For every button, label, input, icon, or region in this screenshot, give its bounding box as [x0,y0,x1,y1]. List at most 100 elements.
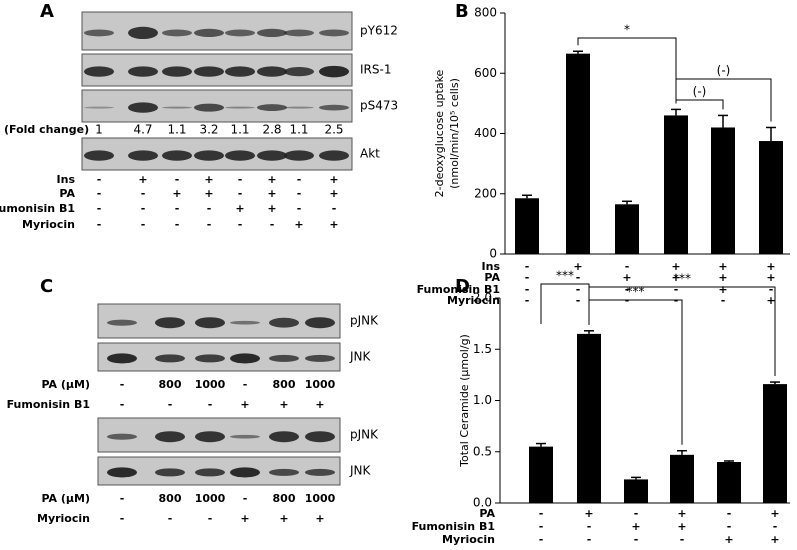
significance-bracket [675,99,724,110]
condition-sign: + [329,187,338,200]
condition-sign: + [766,294,775,307]
condition-sign: - [207,218,212,231]
significance-bracket [675,78,772,122]
condition-sign: - [525,294,530,307]
condition-sign: + [279,512,288,525]
band [194,150,224,161]
significance-bracket [588,286,776,377]
band [195,354,225,363]
condition-sign: - [634,507,639,520]
band [195,317,225,329]
condition-sign: - [238,173,243,186]
band [107,319,137,326]
condition-label: PA (μM) [42,378,91,391]
y-axis-label: (nmol/min/10⁵ cells) [448,78,461,189]
condition-label: Ins [57,173,76,186]
condition-sign: + [267,187,276,200]
blot-label: Akt [360,147,380,161]
significance-label: *** [673,272,691,286]
band [155,468,185,477]
y-tick-label: 2.0 [473,291,492,305]
condition-sign: - [525,283,530,296]
band [257,66,287,77]
fold-change: 1 [95,123,103,137]
significance-bracket [588,299,683,445]
condition-sign: + [766,271,775,284]
condition-sign: + [718,271,727,284]
condition-sign: - [175,173,180,186]
condition-label: Myriocin [447,294,500,307]
condition-sign: - [769,283,774,296]
condition-sign: - [270,218,275,231]
band [305,431,335,443]
y-tick-label: 200 [474,186,497,200]
condition-sign: - [587,520,592,533]
condition-sign: - [208,398,213,411]
condition-sign: - [175,218,180,231]
fold-change: 2.8 [262,123,281,137]
condition-sign: - [243,378,248,391]
condition-sign: 1000 [195,378,226,391]
band [128,150,158,161]
band [84,29,114,37]
blot-label: IRS-1 [360,63,391,77]
condition-sign: + [240,398,249,411]
condition-sign: - [539,533,544,546]
band [162,150,192,161]
band [194,28,224,38]
condition-sign: - [175,202,180,215]
condition-sign: + [329,173,338,186]
band [257,104,287,112]
condition-label: Myriocin [22,218,75,231]
condition-sign: - [238,187,243,200]
bar [577,333,601,503]
bar [515,198,539,254]
condition-sign: - [168,512,173,525]
condition-sign: + [724,533,733,546]
condition-sign: + [770,533,779,546]
condition-sign: - [297,202,302,215]
condition-sign: - [625,260,630,273]
condition-label: PA [59,187,75,200]
condition-label: Fumonisin B1 [7,398,90,411]
condition-sign: - [727,520,732,533]
fold-change: 2.5 [324,123,343,137]
condition-sign: - [120,492,125,505]
condition-sign: + [584,507,593,520]
band [230,434,260,439]
condition-sign: - [120,398,125,411]
band [225,29,255,37]
condition-sign: + [267,173,276,186]
condition-sign: - [168,398,173,411]
band [155,317,185,329]
condition-label: Fumonisin B1 [412,520,495,533]
condition-sign: - [207,202,212,215]
condition-sign: - [141,187,146,200]
band [225,150,255,161]
band [195,431,225,443]
condition-sign: - [721,294,726,307]
condition-label: Myriocin [37,512,90,525]
condition-label: Fumonisin B1 [0,202,75,215]
fold-change: 1.1 [289,123,308,137]
band [269,468,299,476]
y-tick-label: 800 [474,6,497,20]
band [155,431,185,443]
condition-label: Fumonisin B1 [417,283,500,296]
band [284,66,314,77]
condition-sign: + [631,520,640,533]
bar [717,462,741,503]
blot-label: pY612 [360,24,398,38]
condition-sign: - [97,187,102,200]
condition-sign: + [315,512,324,525]
condition-sign: + [770,507,779,520]
condition-sign: - [525,260,530,273]
condition-sign: + [766,260,775,273]
bar [711,127,735,254]
bar [664,115,688,254]
band [162,29,192,37]
condition-sign: + [279,398,288,411]
condition-sign: + [172,187,181,200]
band [225,66,255,77]
blot-label: JNK [349,350,372,364]
